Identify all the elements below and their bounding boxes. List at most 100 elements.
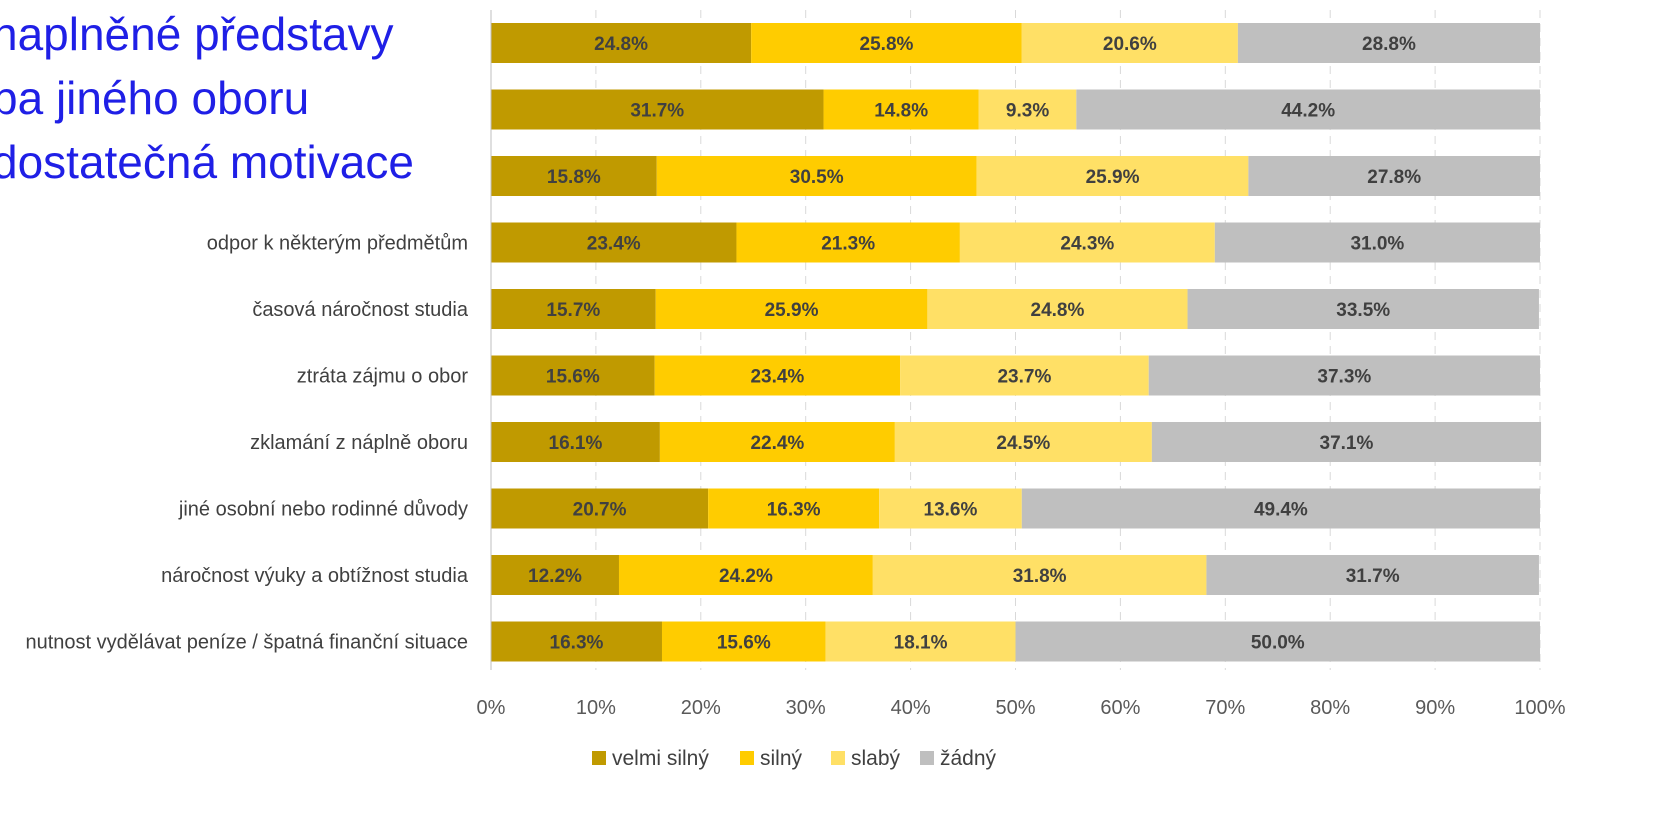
bar-segment: [654, 355, 901, 396]
bar-segment: [959, 222, 1215, 263]
bar-segment: [491, 488, 709, 529]
data-label: 16.1%: [549, 433, 603, 454]
data-label: 14.8%: [874, 101, 928, 122]
data-label: 24.5%: [996, 433, 1050, 454]
bar-segment: [900, 355, 1149, 396]
legend-label: silný: [760, 747, 803, 770]
data-label: 44.2%: [1281, 101, 1335, 122]
bar-segment: [491, 555, 619, 595]
bar-segment: [491, 422, 660, 462]
x-tick-label: 80%: [1310, 697, 1350, 719]
data-label: 23.4%: [750, 367, 804, 388]
data-label: 24.8%: [1031, 300, 1085, 321]
bar-segment: [1015, 621, 1540, 662]
data-label: 15.8%: [547, 167, 601, 188]
legend-swatch: [920, 751, 934, 765]
bar-segment: [618, 555, 873, 595]
bar-segment: [1214, 222, 1540, 263]
x-tick-label: 90%: [1415, 697, 1455, 719]
data-label: 24.2%: [719, 566, 773, 587]
bar-segment: [656, 156, 977, 196]
bar-segment: [661, 621, 826, 662]
data-label: 20.6%: [1103, 34, 1157, 55]
category-label: zklamání z náplně oboru: [250, 432, 468, 454]
data-label: 12.2%: [528, 566, 582, 587]
bar-segment: [1206, 555, 1539, 595]
x-tick-label: 30%: [786, 697, 826, 719]
legend-swatch: [831, 751, 845, 765]
data-label: 25.8%: [860, 34, 914, 55]
data-label: 33.5%: [1336, 300, 1390, 321]
bar-segment: [879, 488, 1022, 529]
bar-segment: [978, 89, 1077, 130]
bar-segment: [1248, 156, 1540, 196]
bar-segment: [659, 422, 895, 462]
data-label: 21.3%: [821, 234, 875, 255]
data-label: 28.8%: [1362, 34, 1416, 55]
bar-segment: [1076, 89, 1540, 130]
data-label: 18.1%: [894, 633, 948, 654]
category-label: časová náročnost studia: [252, 299, 469, 321]
legend-label: slabý: [851, 747, 901, 770]
data-label: 31.7%: [1346, 566, 1400, 587]
bar-segment: [894, 422, 1152, 462]
data-label: 20.7%: [573, 500, 627, 521]
data-label: 9.3%: [1006, 101, 1049, 122]
bar-segment: [491, 621, 662, 662]
data-label: 22.4%: [750, 433, 804, 454]
category-label: ztráta zájmu o obor: [297, 366, 469, 388]
legend-label: velmi silný: [612, 747, 709, 770]
x-tick-label: 70%: [1205, 697, 1245, 719]
data-label: 37.1%: [1320, 433, 1374, 454]
bar-segment: [736, 222, 960, 263]
data-label: 31.8%: [1013, 566, 1067, 587]
bar-segment: [1237, 23, 1540, 63]
bar-segment: [751, 23, 1022, 63]
bar-segment: [927, 289, 1188, 329]
data-label: 15.6%: [717, 633, 771, 654]
chart-title-line: naplněné představy: [0, 8, 394, 60]
x-tick-label: 0%: [477, 697, 506, 719]
x-tick-label: 20%: [681, 697, 721, 719]
data-label: 15.7%: [546, 300, 600, 321]
data-label: 15.6%: [546, 367, 600, 388]
data-label: 31.0%: [1350, 234, 1404, 255]
data-label: 24.8%: [594, 34, 648, 55]
chart-title-line: dostatečná motivace: [0, 136, 414, 188]
category-label: náročnost výuky a obtížnost studia: [161, 565, 469, 587]
x-tick-label: 50%: [995, 697, 1035, 719]
x-tick-label: 60%: [1100, 697, 1140, 719]
data-label: 37.3%: [1317, 367, 1371, 388]
category-label: nutnost vydělávat peníze / špatná finanč…: [25, 632, 468, 654]
bar-segment: [1021, 488, 1540, 529]
data-label: 50.0%: [1251, 633, 1305, 654]
data-label: 23.7%: [997, 367, 1051, 388]
category-label: odpor k některým předmětům: [207, 233, 468, 255]
bar-segment: [708, 488, 880, 529]
data-label: 16.3%: [767, 500, 821, 521]
data-label: 30.5%: [790, 167, 844, 188]
bar-segment: [872, 555, 1207, 595]
bar-segment: [823, 89, 979, 130]
data-label: 31.7%: [630, 101, 684, 122]
data-label: 25.9%: [1086, 167, 1140, 188]
bar-segment: [1187, 289, 1539, 329]
bar-segment: [976, 156, 1249, 196]
data-label: 49.4%: [1254, 500, 1308, 521]
bar-segment: [491, 23, 752, 63]
x-tick-label: 10%: [576, 697, 616, 719]
chart-title-line: ba jiného oboru: [0, 72, 309, 124]
bar-segment: [491, 289, 656, 329]
bar-segment: [491, 355, 655, 396]
legend-label: žádný: [940, 747, 997, 770]
bar-segment: [491, 156, 657, 196]
legend-swatch: [740, 751, 754, 765]
bar-segment: [1021, 23, 1238, 63]
data-label: 25.9%: [765, 300, 819, 321]
bar-segment: [491, 222, 737, 263]
category-label: jiné osobní nebo rodinné důvody: [178, 499, 468, 521]
data-label: 13.6%: [924, 500, 978, 521]
bar-segment: [1151, 422, 1542, 462]
x-tick-label: 40%: [891, 697, 931, 719]
